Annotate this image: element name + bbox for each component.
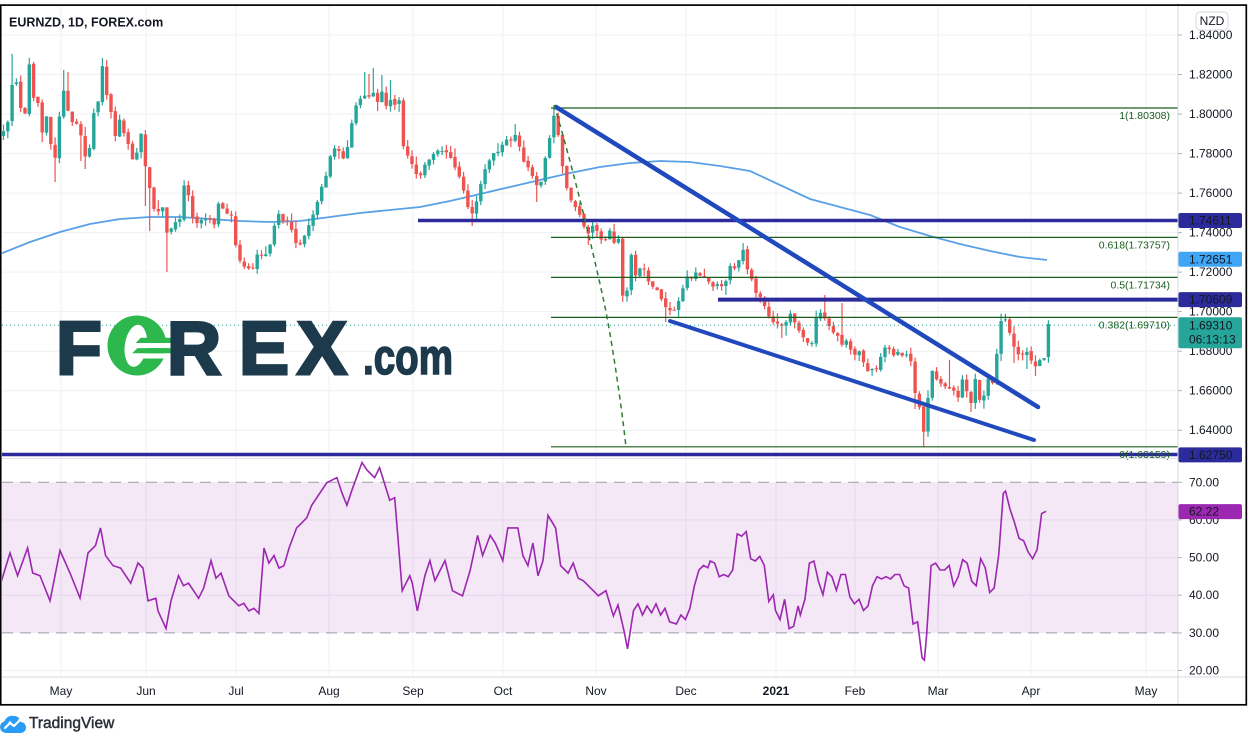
svg-text:1.62750: 1.62750 xyxy=(1189,448,1233,462)
svg-text:E: E xyxy=(239,306,289,390)
svg-text:40.00: 40.00 xyxy=(1189,588,1219,602)
svg-text:1.70609: 1.70609 xyxy=(1189,293,1233,307)
svg-text:2021: 2021 xyxy=(763,684,790,698)
svg-text:1.84000: 1.84000 xyxy=(1189,28,1233,42)
svg-text:Oct: Oct xyxy=(494,684,513,698)
svg-text:1.72000: 1.72000 xyxy=(1189,265,1233,279)
svg-text:1.66000: 1.66000 xyxy=(1189,384,1233,398)
svg-text:1.74000: 1.74000 xyxy=(1189,226,1233,240)
svg-text:Nov: Nov xyxy=(585,684,606,698)
svg-text:Jul: Jul xyxy=(228,684,243,698)
svg-text:1.69310: 1.69310 xyxy=(1189,318,1233,332)
svg-text:70.00: 70.00 xyxy=(1189,475,1219,489)
svg-text:1.70000: 1.70000 xyxy=(1189,305,1233,319)
svg-text:Aug: Aug xyxy=(318,684,339,698)
svg-text:Dec: Dec xyxy=(675,684,696,698)
svg-text:R: R xyxy=(167,306,221,390)
svg-text:Mar: Mar xyxy=(928,684,949,698)
svg-text:NZD: NZD xyxy=(1200,14,1225,28)
svg-text:1(1.80308): 1(1.80308) xyxy=(1119,110,1170,122)
svg-text:1.82000: 1.82000 xyxy=(1189,68,1233,82)
svg-text:Apr: Apr xyxy=(1022,684,1041,698)
svg-text:Feb: Feb xyxy=(845,684,866,698)
svg-text:.com: .com xyxy=(363,329,453,385)
svg-text:0.618(1.73757): 0.618(1.73757) xyxy=(1099,239,1170,251)
svg-text:May: May xyxy=(50,684,73,698)
svg-text:30.00: 30.00 xyxy=(1189,626,1219,640)
svg-text:1.64000: 1.64000 xyxy=(1189,423,1233,437)
svg-text:Jun: Jun xyxy=(136,684,155,698)
svg-text:1.78000: 1.78000 xyxy=(1189,147,1233,161)
svg-text:1.74611: 1.74611 xyxy=(1189,214,1232,228)
svg-text:0.382(1.69710): 0.382(1.69710) xyxy=(1099,319,1170,331)
svg-text:EURNZD, 1D, FOREX.com: EURNZD, 1D, FOREX.com xyxy=(9,16,163,30)
svg-text:May: May xyxy=(1135,684,1158,698)
svg-text:TradingView: TradingView xyxy=(29,715,115,732)
svg-text:20.00: 20.00 xyxy=(1189,664,1219,678)
svg-text:0(1.63159): 0(1.63159) xyxy=(1119,449,1170,461)
svg-text:62.22: 62.22 xyxy=(1189,505,1219,519)
svg-text:0.5(1.71734): 0.5(1.71734) xyxy=(1110,279,1170,291)
svg-text:F: F xyxy=(56,306,102,390)
svg-text:1.80000: 1.80000 xyxy=(1189,107,1233,121)
svg-text:Sep: Sep xyxy=(402,684,424,698)
svg-text:1.76000: 1.76000 xyxy=(1189,186,1233,200)
svg-text:50.00: 50.00 xyxy=(1189,551,1219,565)
svg-text:06:13:13: 06:13:13 xyxy=(1189,332,1236,346)
svg-text:X: X xyxy=(297,306,347,390)
svg-text:1.72651: 1.72651 xyxy=(1189,252,1233,266)
